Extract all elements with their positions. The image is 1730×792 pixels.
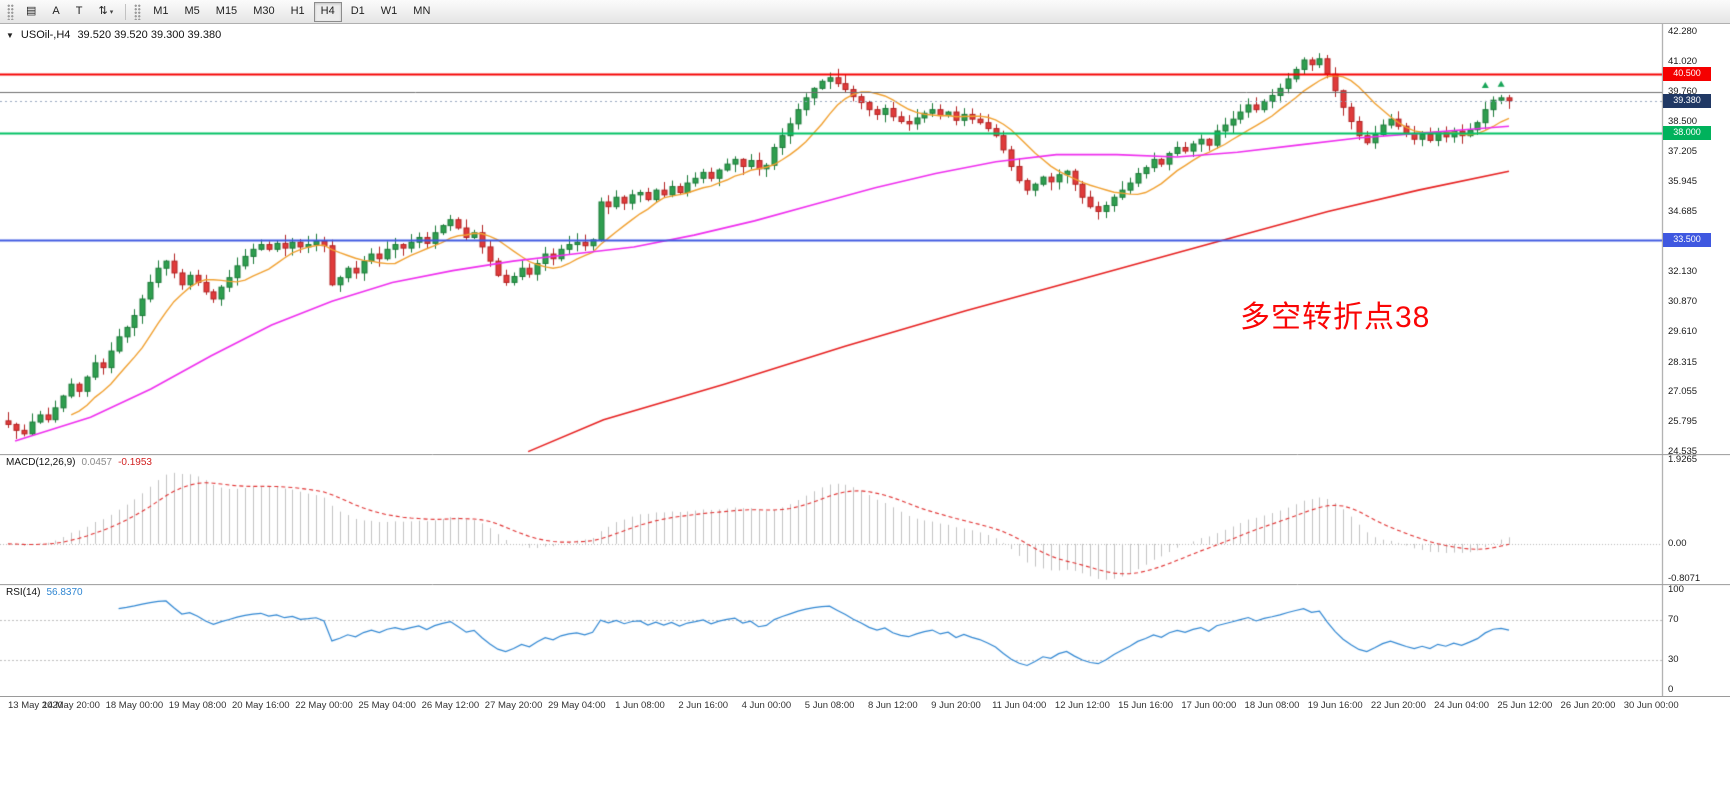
timeframe-button-h4[interactable]: H4 — [313, 1, 342, 22]
macd-tick: -0.8071 — [1668, 573, 1701, 585]
time-axis-label: 22 May 00:00 — [295, 700, 353, 711]
chevron-down-icon: ▾ — [109, 9, 114, 16]
time-axis-label: 1 Jun 08:00 — [615, 700, 665, 711]
scale-tool-button[interactable]: ⇅ ▾ — [91, 2, 120, 22]
macd-label: MACD(12,26,9) 0.0457 -0.1953 — [6, 457, 152, 468]
price-tick: 42.280 — [1668, 26, 1698, 38]
time-axis-label: 19 Jun 16:00 — [1307, 700, 1363, 711]
arrow-tool-button[interactable]: A — [45, 2, 66, 22]
time-axis-label: 2 Jun 16:00 — [678, 700, 729, 711]
time-axis-label: 13 May 2020 — [8, 700, 63, 711]
macd-value: 0.0457 — [81, 457, 113, 468]
timeframe-button-mn[interactable]: MN — [406, 2, 437, 22]
rsi-label: RSI(14) 56.8370 — [6, 587, 83, 598]
time-axis-label: 18 May 00:00 — [105, 700, 164, 711]
timeframe-button-d1[interactable]: D1 — [344, 2, 372, 22]
toolbar-grip[interactable] — [7, 3, 14, 20]
price-tick: 35.945 — [1668, 175, 1698, 187]
time-axis-label: 29 May 04:00 — [548, 700, 606, 711]
time-axis[interactable]: 13 May 2020 14 May 20:00 18 May 00:00 19 Ma… — [0, 696, 1730, 714]
time-axis-label: 19 May 08:00 — [168, 700, 227, 711]
time-axis-label: 22 Jun 20:00 — [1370, 700, 1426, 711]
timeframe-button-m5[interactable]: M5 — [178, 2, 207, 22]
time-axis-label: 15 Jun 16:00 — [1118, 700, 1174, 711]
price-tick: 37.205 — [1668, 146, 1698, 158]
resistance-line-badge: 40.500 — [1663, 67, 1711, 82]
price-tick: 24.535 — [1668, 445, 1698, 457]
time-axis-label: 5 Jun 08:00 — [804, 700, 855, 711]
time-axis-label: 20 May 16:00 — [232, 700, 290, 711]
scale-icon: ⇅ — [98, 5, 108, 17]
main-chart-panel: ▼ USOil-,H4 39.520 39.520 39.300 39.380 … — [0, 24, 1730, 457]
time-axis-label: 11 Jun 04:00 — [992, 700, 1047, 711]
time-axis-label: 25 May 04:00 — [358, 700, 416, 711]
charts-grid-button[interactable]: ▤ — [19, 2, 43, 22]
time-axis-label: 24 Jun 04:00 — [1434, 700, 1490, 711]
timeframe-button-h1[interactable]: H1 — [284, 2, 312, 22]
macd-tick: 1.9265 — [1668, 453, 1698, 465]
time-axis-label: 4 Jun 00:00 — [741, 700, 792, 711]
time-axis-label: 27 May 20:00 — [484, 700, 543, 711]
rsi-tick: 100 — [1668, 584, 1684, 595]
time-axis-label: 12 Jun 12:00 — [1054, 700, 1110, 711]
support-line-badge: 33.500 — [1663, 232, 1711, 247]
rsi-tick: 30 — [1668, 654, 1679, 665]
macd-signal-value: -0.1953 — [118, 457, 152, 468]
collapse-triangle-icon[interactable]: ▼ — [6, 30, 14, 40]
price-tick: 28.315 — [1668, 356, 1698, 368]
timeframe-button-m30[interactable]: M30 — [246, 2, 281, 22]
time-axis-label: 25 Jun 12:00 — [1497, 700, 1553, 711]
symbol-name: USOil-,H4 — [20, 29, 71, 41]
pivot-line-badge: 38.000 — [1663, 126, 1711, 141]
toolbar-separator — [125, 3, 127, 20]
price-tick: 39.760 — [1668, 85, 1698, 97]
timeframe-button-m15[interactable]: M15 — [209, 2, 244, 22]
symbol-ohlc: 39.520 39.520 39.300 39.380 — [77, 29, 222, 41]
time-axis-label: 26 Jun 20:00 — [1560, 700, 1616, 711]
rsi-value: 56.8370 — [46, 587, 83, 598]
macd-canvas[interactable] — [0, 454, 1730, 584]
text-tool-button[interactable]: T — [69, 2, 90, 22]
time-axis-label: 9 Jun 20:00 — [931, 700, 981, 711]
timeframe-button-w1[interactable]: W1 — [374, 2, 405, 22]
price-tick: 30.870 — [1668, 296, 1698, 308]
macd-name: MACD(12,26,9) — [6, 457, 76, 468]
rsi-name: RSI(14) — [6, 587, 41, 598]
price-tick: 34.685 — [1668, 205, 1698, 217]
price-tick: 38.500 — [1668, 115, 1698, 127]
rsi-panel: RSI(14) 56.8370 100 70 30 0 — [0, 584, 1730, 696]
bottom-margin — [0, 714, 1730, 792]
timeframe-toolbar-grip[interactable] — [134, 3, 142, 20]
time-axis-label: 30 Jun 00:00 — [1623, 700, 1679, 711]
symbol-info: ▼ USOil-,H4 39.520 39.520 39.300 39.380 — [6, 29, 221, 41]
time-axis-label: 8 Jun 12:00 — [867, 700, 918, 711]
time-axis-label: 18 Jun 08:00 — [1244, 700, 1300, 711]
toolbar: ▤ A T ⇅ ▾ M1 M5 M15 M30 H1 H4 D1 W1 MN — [0, 0, 1730, 24]
time-axis-label: 14 May 20:00 — [42, 700, 100, 711]
time-axis-label: 26 May 12:00 — [421, 700, 480, 711]
chart-annotation[interactable]: 多空转折点38 — [1240, 301, 1431, 334]
rsi-tick: 0 — [1668, 684, 1674, 695]
price-tick: 29.610 — [1668, 325, 1698, 337]
rsi-tick: 70 — [1668, 614, 1679, 625]
time-axis-label: 17 Jun 00:00 — [1181, 700, 1237, 711]
macd-tick: 0.00 — [1668, 537, 1687, 549]
timeframe-button-m1[interactable]: M1 — [146, 2, 175, 22]
price-tick: 41.020 — [1668, 55, 1698, 67]
macd-panel: MACD(12,26,9) 0.0457 -0.1953 1.9265 0.00 -… — [0, 454, 1730, 584]
price-tick: 25.795 — [1668, 416, 1698, 428]
rsi-canvas[interactable] — [0, 584, 1730, 696]
current-price-badge: 39.380 — [1663, 93, 1711, 108]
main-chart-canvas[interactable] — [0, 24, 1730, 454]
price-tick: 27.055 — [1668, 386, 1698, 398]
price-tick: 32.130 — [1668, 266, 1698, 278]
